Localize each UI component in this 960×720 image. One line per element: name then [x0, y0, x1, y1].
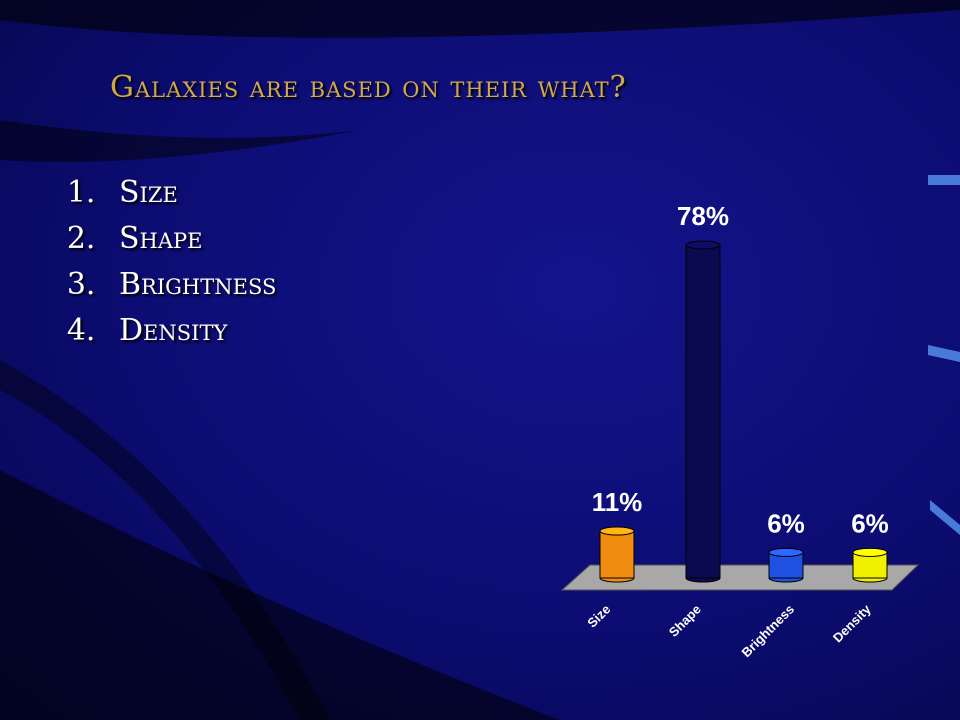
value-label: 6% [851, 508, 889, 538]
x-tick-label: Density [830, 601, 874, 645]
x-tick-label: Brightness [739, 602, 798, 661]
option: Shape [105, 216, 276, 262]
option: Size [105, 170, 276, 216]
value-label: 6% [767, 508, 805, 538]
option-list: Size Shape Brightness Density [55, 170, 276, 354]
slide-title: Galaxies are based on their what? [110, 70, 627, 105]
x-tick-label: Size [584, 602, 613, 631]
x-tick-label: Shape [666, 602, 704, 640]
bar-cap [852, 547, 888, 557]
option: Density [105, 308, 276, 354]
value-label: 78% [677, 201, 729, 231]
bar-cap [685, 240, 721, 250]
bar [599, 530, 635, 579]
bar-cap [599, 526, 635, 536]
bar-cap [768, 547, 804, 557]
value-label: 11% [592, 487, 643, 517]
bar [685, 244, 721, 579]
chart-floor [560, 564, 920, 591]
option: Brightness [105, 262, 276, 308]
